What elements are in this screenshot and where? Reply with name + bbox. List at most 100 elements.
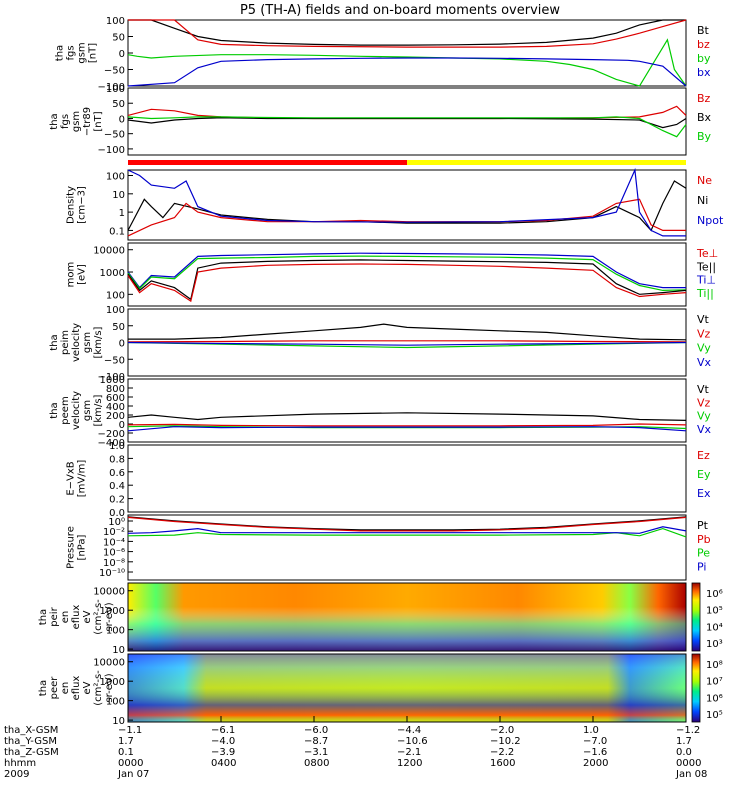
- y-axis-label-line: [eV]: [77, 264, 88, 285]
- x-tick-value: −6.1: [211, 725, 235, 736]
- x-tick-value: 0800: [304, 758, 329, 769]
- legend-entry: By: [697, 130, 712, 143]
- y-tick-label: 800: [106, 384, 125, 395]
- y-tick-label: 10000: [93, 246, 125, 257]
- y-axis-label: Pressure [nPa]: [66, 526, 88, 569]
- x-tick-value: −3.1: [304, 747, 328, 758]
- x-tick-value: Jan 07: [117, 769, 149, 780]
- colorbar-tick-label: 10⁶: [706, 693, 723, 704]
- x-tick-value: −6.0: [304, 725, 328, 736]
- y-axis-label-line: [nPa]: [77, 534, 88, 560]
- panel-frame: [127, 378, 687, 443]
- y-tick-label: 0.8: [109, 454, 125, 465]
- y-tick-label: 0.1: [109, 226, 125, 237]
- legend-entry: Vz: [697, 327, 711, 340]
- legend-entry: by: [697, 52, 711, 65]
- y-tick-label: −100: [98, 372, 125, 383]
- series-ti: [127, 255, 687, 292]
- y-axis-label-line: gsm: [82, 332, 93, 353]
- y-tick-label: 0.4: [109, 481, 125, 492]
- legend-entry: Vt: [697, 313, 710, 326]
- legend-entry: Ti||: [696, 287, 714, 300]
- colorbar-tick-label: 10⁶: [706, 589, 723, 600]
- legend-entry: Ne: [697, 174, 712, 187]
- y-tick-label: 10⁻⁴: [103, 537, 125, 548]
- panel-frame: [127, 444, 687, 513]
- y-axis-label-line: peim: [60, 330, 71, 355]
- series-by: [127, 116, 687, 138]
- y-tick-label: 10: [112, 190, 125, 201]
- y-axis-label: tha peir en eflux eV (cm²-s-sr-eV): [38, 599, 115, 635]
- series-ne: [127, 198, 686, 237]
- y-axis-label-line: gsm: [71, 111, 82, 132]
- y-tick-label: 100: [106, 305, 125, 316]
- y-axis-label-line: tha: [38, 609, 49, 625]
- legend-entry: Ex: [697, 487, 711, 500]
- y-axis-label-line: [km/s]: [93, 394, 104, 426]
- y-axis-label-line: eV: [82, 610, 93, 623]
- y-axis-label: tha fgs gsm −tr89 [nT]: [49, 107, 104, 136]
- x-tick-value: −3.9: [211, 747, 235, 758]
- x-tick-value: −4.4: [397, 725, 421, 736]
- x-tick-value: −1.6: [583, 747, 607, 758]
- panel-2: 100 50 0 −50 −100 tha fgs gsm −tr89 [nT] Bz Bx By: [49, 84, 712, 156]
- legend-entry: Vz: [697, 396, 711, 409]
- x-axis-row-label: 2009: [4, 769, 29, 780]
- series-bz: [128, 19, 687, 48]
- y-tick-label: 1: [119, 208, 125, 219]
- x-axis: tha_X-GSMtha_Y-GSMtha_Z-GSMhhmm2009−1.11…: [4, 716, 707, 780]
- colorbar-tick-label: 10⁷: [706, 677, 723, 688]
- y-tick-label: 0.0: [109, 508, 125, 519]
- y-tick-label: 10000: [93, 658, 125, 669]
- y-axis-label-line: −tr89: [82, 107, 93, 136]
- panel-frame: [127, 308, 687, 377]
- y-tick-label: −100: [98, 145, 125, 156]
- x-tick-value: 1.7: [118, 736, 134, 747]
- panel-4: 10000 1000 100 mom [eV] Te⊥Te||Ti⊥Ti||: [66, 242, 718, 307]
- legend-entry: Npot: [697, 214, 724, 227]
- series-vz: [127, 423, 687, 427]
- spectrogram-shading: [128, 583, 686, 651]
- x-tick-value: −2.0: [490, 725, 514, 736]
- legend-entry: Bx: [697, 111, 712, 124]
- y-tick-label: 50: [112, 322, 125, 333]
- panel-7: 1.0 0.8 0.6 0.4 0.2 0.0 E−VxB [mV/m] Ez Ey Ex: [66, 441, 711, 519]
- x-tick-value: −2.1: [397, 747, 421, 758]
- panel-frame: [127, 514, 687, 581]
- x-axis-row-label: tha_Y-GSM: [4, 736, 57, 747]
- x-axis-row-label: tha_X-GSM: [4, 725, 58, 736]
- y-axis-label: Density [cm−3]: [66, 186, 88, 224]
- y-tick-label: −50: [104, 355, 125, 366]
- x-tick-value: Jan 08: [675, 769, 707, 780]
- y-axis-label-line: sr-eV): [104, 673, 115, 702]
- colorbar-tick-label: 10⁵: [706, 606, 723, 617]
- y-axis-label-line: eflux: [71, 605, 82, 630]
- spectrogram-shading: [128, 654, 686, 722]
- colorbar-tick-label: 10⁴: [706, 622, 723, 633]
- panel-10: 10⁸ 10⁷ 10⁶ 10⁵ 10000 1000 100 10 tha peer en eflux…: [38, 653, 723, 727]
- x-tick-value: −7.0: [583, 736, 607, 747]
- x-tick-value: 1200: [397, 758, 422, 769]
- y-tick-label: −400: [98, 438, 125, 449]
- series-bx: [127, 57, 687, 87]
- x-tick-value: −4.0: [211, 736, 235, 747]
- x-axis-row-label: tha_Z-GSM: [4, 747, 59, 758]
- x-tick-value: 0.1: [118, 747, 134, 758]
- y-tick-label: 1000: [100, 606, 125, 617]
- legend-entry: Te⊥: [696, 247, 718, 260]
- series-pb: [127, 516, 687, 532]
- y-axis-label-line: mom: [66, 262, 77, 288]
- x-tick-value: 1600: [490, 758, 515, 769]
- series-vt: [128, 323, 687, 341]
- x-tick-value: −10.6: [397, 736, 428, 747]
- panel-frame: [127, 242, 687, 307]
- y-tick-label: 1000: [100, 677, 125, 688]
- y-axis-label-line: tha: [55, 45, 66, 61]
- x-tick-value: −1.1: [118, 725, 142, 736]
- colorbar-tick-label: 10⁸: [706, 660, 723, 671]
- y-tick-label: 0: [119, 114, 125, 125]
- panel-frame: [127, 19, 687, 87]
- legend-entry: Pi: [697, 560, 706, 573]
